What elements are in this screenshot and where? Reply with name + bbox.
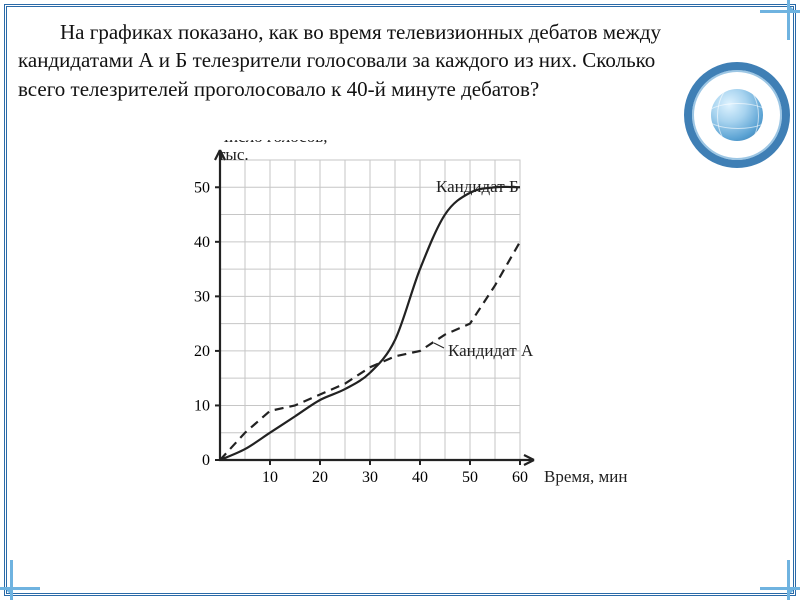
svg-text:Кандидат Б: Кандидат Б xyxy=(436,177,519,196)
svg-text:10: 10 xyxy=(194,397,210,414)
svg-text:тыс.: тыс. xyxy=(218,145,249,164)
svg-text:20: 20 xyxy=(312,469,328,486)
svg-text:Кандидат А: Кандидат А xyxy=(448,341,534,360)
svg-text:Время, мин: Время, мин xyxy=(544,467,627,486)
svg-text:30: 30 xyxy=(362,469,378,486)
svg-text:50: 50 xyxy=(462,469,478,486)
svg-text:40: 40 xyxy=(412,469,428,486)
svg-text:20: 20 xyxy=(194,343,210,360)
svg-text:60: 60 xyxy=(512,469,528,486)
corner-decoration xyxy=(760,560,800,600)
corner-decoration xyxy=(0,560,40,600)
svg-text:40: 40 xyxy=(194,234,210,251)
svg-text:0: 0 xyxy=(202,452,210,469)
svg-text:10: 10 xyxy=(262,469,278,486)
votes-chart: 01020304050102030405060Число голосов,тыс… xyxy=(160,140,680,510)
svg-text:30: 30 xyxy=(194,288,210,305)
problem-statement: На графиках показано, как во время телев… xyxy=(18,18,668,103)
globe-icon xyxy=(711,89,763,141)
corner-decoration xyxy=(760,0,800,40)
globe-badge xyxy=(684,62,790,168)
problem-text: На графиках показано, как во время телев… xyxy=(18,18,668,103)
svg-text:50: 50 xyxy=(194,179,210,196)
chart-svg: 01020304050102030405060Число голосов,тыс… xyxy=(160,140,680,510)
